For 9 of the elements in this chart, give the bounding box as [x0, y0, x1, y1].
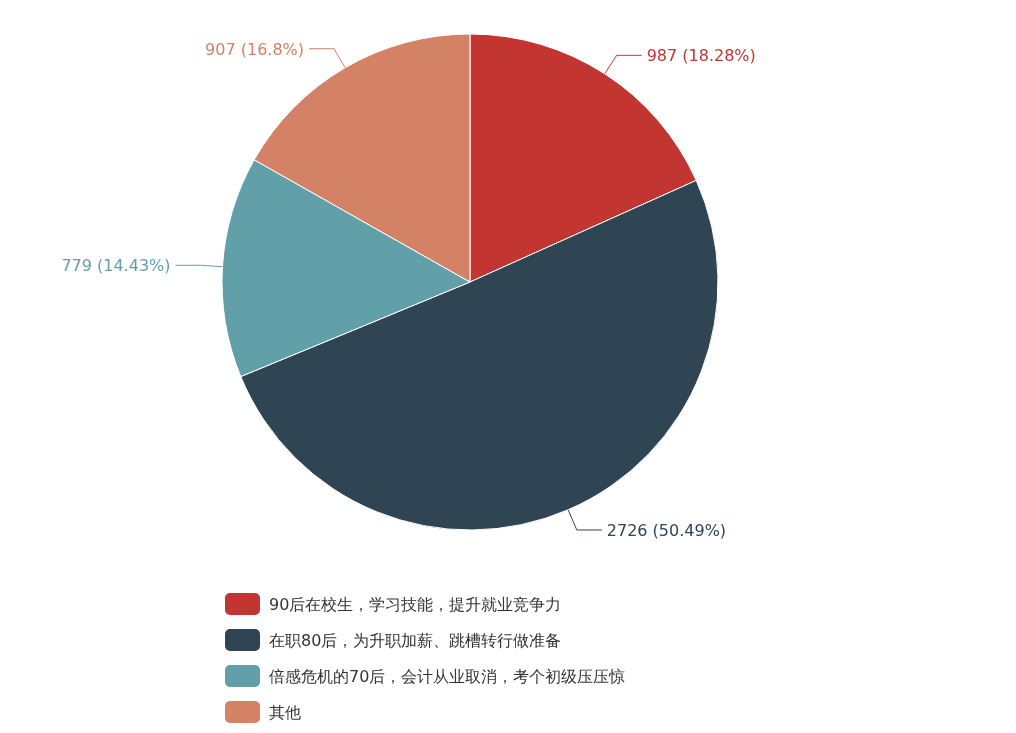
legend-label: 90后在校生，学习技能，提升就业竞争力	[269, 595, 562, 614]
data-label: 2726 (50.49%)	[606, 520, 727, 540]
data-label: 779 (14.43%)	[61, 256, 171, 276]
legend-label: 其他	[269, 703, 301, 722]
legend-label: 倍感危机的70后，会计从业取消，考个初级压压惊	[269, 667, 626, 686]
data-label: 907 (16.8%)	[205, 39, 305, 59]
legend-label: 在职80后，为升职加薪、跳槽转行做准备	[269, 631, 562, 650]
pie-slice	[221, 159, 471, 378]
data-label: 987 (18.28%)	[646, 46, 756, 66]
